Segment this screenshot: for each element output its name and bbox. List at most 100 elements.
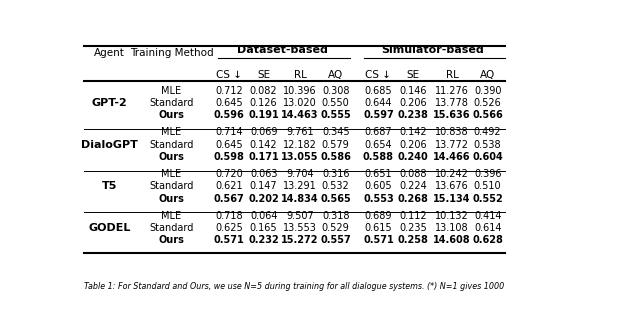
Text: Ours: Ours [159, 152, 184, 162]
Text: 14.463: 14.463 [282, 111, 319, 121]
Text: 0.082: 0.082 [250, 86, 278, 96]
Text: 0.644: 0.644 [365, 98, 392, 108]
Text: 0.146: 0.146 [399, 86, 427, 96]
Text: 0.235: 0.235 [399, 223, 427, 233]
Text: 0.318: 0.318 [322, 210, 349, 220]
Text: 0.555: 0.555 [321, 111, 351, 121]
Text: CS ↓: CS ↓ [216, 70, 242, 80]
Text: 10.242: 10.242 [435, 169, 469, 179]
Text: 0.566: 0.566 [472, 111, 503, 121]
Text: Ours: Ours [159, 193, 184, 203]
Text: 15.636: 15.636 [433, 111, 471, 121]
Text: Standard: Standard [149, 140, 194, 150]
Text: 0.316: 0.316 [322, 169, 349, 179]
Text: 10.132: 10.132 [435, 210, 469, 220]
Text: 0.687: 0.687 [365, 127, 392, 137]
Text: Ours: Ours [159, 111, 184, 121]
Text: RL: RL [445, 70, 458, 80]
Text: 0.268: 0.268 [398, 193, 429, 203]
Text: Dataset-based: Dataset-based [237, 45, 328, 55]
Text: 0.651: 0.651 [365, 169, 392, 179]
Text: 0.553: 0.553 [363, 193, 394, 203]
Text: 9.704: 9.704 [286, 169, 314, 179]
Text: 0.390: 0.390 [474, 86, 501, 96]
Text: 0.126: 0.126 [250, 98, 278, 108]
Text: 13.055: 13.055 [282, 152, 319, 162]
Text: T5: T5 [102, 181, 117, 191]
Text: 9.761: 9.761 [286, 127, 314, 137]
Text: 0.240: 0.240 [398, 152, 429, 162]
Text: 0.069: 0.069 [250, 127, 277, 137]
Text: 0.615: 0.615 [365, 223, 392, 233]
Text: 15.272: 15.272 [282, 235, 319, 245]
Text: 14.608: 14.608 [433, 235, 471, 245]
Text: 0.586: 0.586 [320, 152, 351, 162]
Text: 0.142: 0.142 [250, 140, 278, 150]
Text: 0.206: 0.206 [399, 140, 427, 150]
Text: 0.557: 0.557 [321, 235, 351, 245]
Text: 0.625: 0.625 [215, 223, 243, 233]
Text: 0.720: 0.720 [215, 169, 243, 179]
Text: 0.598: 0.598 [213, 152, 244, 162]
Text: 10.838: 10.838 [435, 127, 469, 137]
Text: 0.571: 0.571 [213, 235, 244, 245]
Text: 0.645: 0.645 [215, 98, 243, 108]
Text: 13.020: 13.020 [284, 98, 317, 108]
Text: 0.565: 0.565 [321, 193, 351, 203]
Text: 0.588: 0.588 [363, 152, 394, 162]
Text: 0.142: 0.142 [399, 127, 427, 137]
Text: 0.714: 0.714 [215, 127, 243, 137]
Text: 0.685: 0.685 [365, 86, 392, 96]
Text: 0.712: 0.712 [215, 86, 243, 96]
Text: 14.466: 14.466 [433, 152, 471, 162]
Text: 0.147: 0.147 [250, 181, 278, 191]
Text: 0.654: 0.654 [365, 140, 392, 150]
Text: 9.507: 9.507 [286, 210, 314, 220]
Text: 0.492: 0.492 [474, 127, 502, 137]
Text: 0.571: 0.571 [363, 235, 394, 245]
Text: MLE: MLE [161, 169, 182, 179]
Text: SE: SE [406, 70, 420, 80]
Text: 0.510: 0.510 [474, 181, 502, 191]
Text: 0.414: 0.414 [474, 210, 501, 220]
Text: 0.645: 0.645 [215, 140, 243, 150]
Text: 13.553: 13.553 [283, 223, 317, 233]
Text: Agent: Agent [94, 48, 125, 58]
Text: AQ: AQ [480, 70, 495, 80]
Text: 0.308: 0.308 [322, 86, 349, 96]
Text: 0.063: 0.063 [250, 169, 277, 179]
Text: 0.689: 0.689 [365, 210, 392, 220]
Text: 13.291: 13.291 [284, 181, 317, 191]
Text: 0.529: 0.529 [322, 223, 349, 233]
Text: MLE: MLE [161, 86, 182, 96]
Text: 0.604: 0.604 [472, 152, 503, 162]
Text: 0.579: 0.579 [322, 140, 349, 150]
Text: Standard: Standard [149, 98, 194, 108]
Text: 0.396: 0.396 [474, 169, 501, 179]
Text: 0.526: 0.526 [474, 98, 502, 108]
Text: 14.834: 14.834 [282, 193, 319, 203]
Text: 0.614: 0.614 [474, 223, 501, 233]
Text: MLE: MLE [161, 210, 182, 220]
Text: Training Method: Training Method [130, 48, 213, 58]
Text: 0.345: 0.345 [322, 127, 349, 137]
Text: 0.532: 0.532 [322, 181, 349, 191]
Text: 0.206: 0.206 [399, 98, 427, 108]
Text: Simulator-based: Simulator-based [381, 45, 484, 55]
Text: Standard: Standard [149, 223, 194, 233]
Text: GODEL: GODEL [88, 223, 131, 233]
Text: 0.628: 0.628 [472, 235, 503, 245]
Text: 0.224: 0.224 [399, 181, 427, 191]
Text: 13.676: 13.676 [435, 181, 469, 191]
Text: Table 1: For Standard and Ours, we use N=5 during training for all dialogue syst: Table 1: For Standard and Ours, we use N… [84, 282, 504, 291]
Text: 15.134: 15.134 [433, 193, 471, 203]
Text: 0.258: 0.258 [398, 235, 429, 245]
Text: SE: SE [257, 70, 270, 80]
Text: DialoGPT: DialoGPT [81, 140, 138, 150]
Text: 0.165: 0.165 [250, 223, 278, 233]
Text: 11.276: 11.276 [435, 86, 469, 96]
Text: 0.718: 0.718 [215, 210, 243, 220]
Text: 0.621: 0.621 [215, 181, 243, 191]
Text: Ours: Ours [159, 235, 184, 245]
Text: RL: RL [294, 70, 307, 80]
